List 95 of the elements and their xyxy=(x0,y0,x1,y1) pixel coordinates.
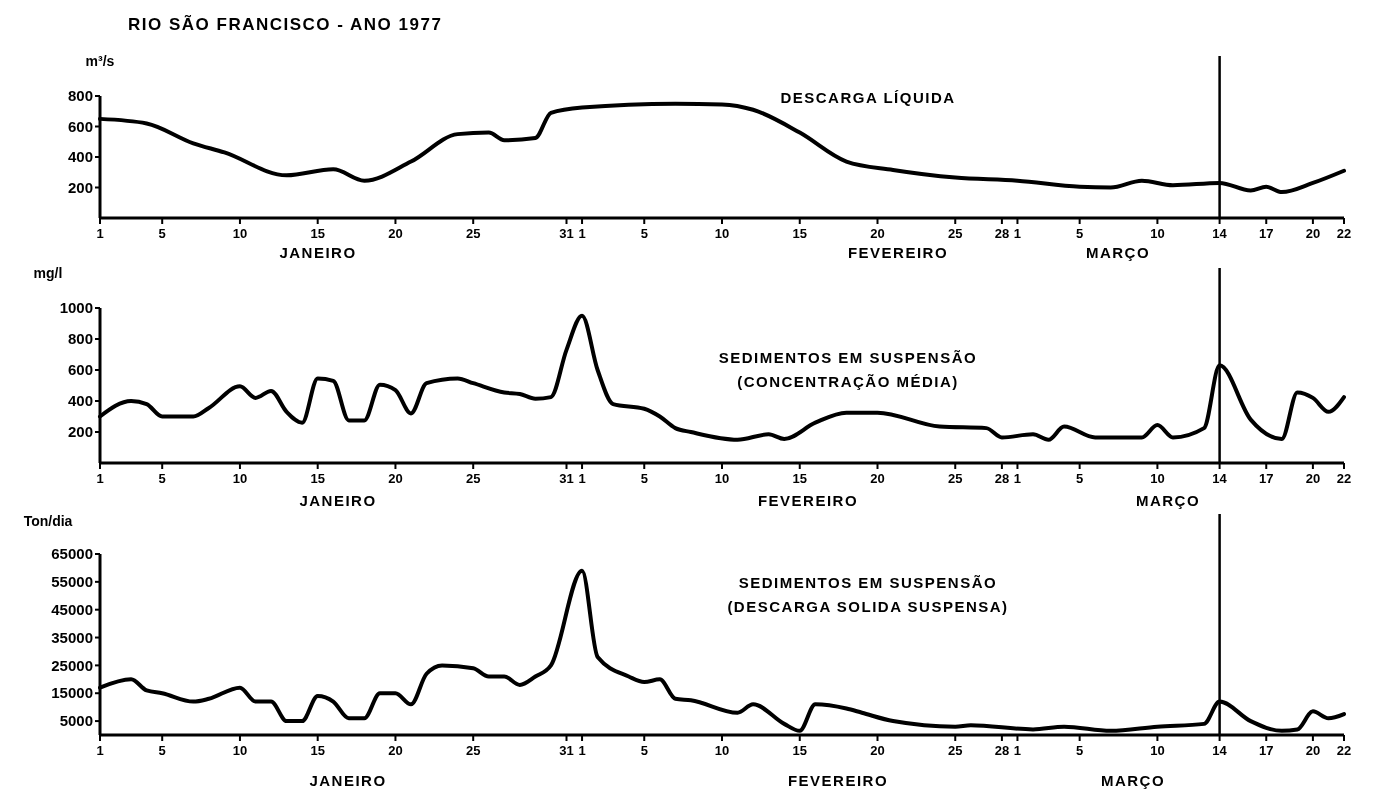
x-tick-label: 1 xyxy=(1013,226,1022,241)
x-tick-label: 20 xyxy=(388,743,403,758)
x-tick-label: 22 xyxy=(1336,471,1352,486)
x-tick-label: 1 xyxy=(96,743,104,758)
y-tick-label: 200 xyxy=(67,178,93,196)
x-tick-label: 14 xyxy=(1212,743,1228,758)
x-tick-label: 1 xyxy=(1013,471,1022,486)
x-tick-label: 1 xyxy=(578,226,586,241)
x-tick-label: 20 xyxy=(870,226,885,241)
text: FEVEREIRO xyxy=(847,244,949,261)
chart-subtitle: DESCARGA LÍQUIDA xyxy=(780,89,956,106)
y-tick-label: 600 xyxy=(67,117,93,135)
x-tick-label: 10 xyxy=(232,743,248,758)
x-tick-label: 20 xyxy=(1305,226,1321,241)
text: MARÇO xyxy=(1135,492,1201,509)
x-tick-label: 17 xyxy=(1259,471,1274,486)
y-tick-label: 45000 xyxy=(51,600,93,618)
text: JANEIRO xyxy=(279,244,357,261)
x-tick-label: 1 xyxy=(96,226,104,241)
x-tick-label: 20 xyxy=(1305,743,1321,758)
x-tick-label: 17 xyxy=(1259,743,1274,758)
x-tick-label: 1 xyxy=(578,471,586,486)
y-tick-label: 35000 xyxy=(51,628,93,646)
x-tick-label: 10 xyxy=(714,471,730,486)
y-tick-label: 600 xyxy=(67,361,93,379)
x-tick-label: 5 xyxy=(640,226,648,241)
x-tick-label: 15 xyxy=(310,226,325,241)
x-tick-label: 31 xyxy=(559,226,574,241)
x-tick-label: 1 xyxy=(1013,743,1022,758)
x-tick-label: 5 xyxy=(640,471,648,486)
y-tick-label: 800 xyxy=(67,330,93,348)
x-tick-label: 10 xyxy=(232,471,248,486)
x-tick-label: 25 xyxy=(948,471,963,486)
x-tick-label: 15 xyxy=(310,743,325,758)
x-tick-label: 15 xyxy=(310,471,325,486)
y-tick-label: 400 xyxy=(67,148,93,166)
text: MARÇO xyxy=(1085,244,1151,261)
x-tick-label: 10 xyxy=(1150,226,1165,241)
x-tick-label: 5 xyxy=(158,226,166,241)
x-tick-label: 10 xyxy=(232,226,248,241)
x-tick-label: 10 xyxy=(1150,743,1165,758)
y-tick-label: 25000 xyxy=(51,656,93,674)
chart-title: RIO SÃO FRANCISCO - ANO 1977 xyxy=(128,14,443,34)
x-tick-label: 5 xyxy=(1076,226,1084,241)
x-tick-label: 20 xyxy=(870,471,885,486)
text: FEVEREIRO xyxy=(787,772,889,789)
x-tick-label: 20 xyxy=(388,471,403,486)
x-tick-label: 17 xyxy=(1259,226,1274,241)
x-tick-label: 10 xyxy=(1150,471,1165,486)
x-tick-label: 14 xyxy=(1212,471,1228,486)
x-tick-label: 31 xyxy=(559,743,574,758)
x-tick-label: 15 xyxy=(792,226,807,241)
x-tick-label: 5 xyxy=(158,743,166,758)
y-tick-label: 55000 xyxy=(51,573,93,591)
x-tick-label: 1 xyxy=(578,743,586,758)
x-tick-label: 5 xyxy=(640,743,648,758)
text: MARÇO xyxy=(1100,772,1166,789)
x-tick-label: 5 xyxy=(1076,471,1084,486)
x-tick-label: 14 xyxy=(1212,226,1228,241)
x-tick-label: 25 xyxy=(948,226,963,241)
y-tick-label: 15000 xyxy=(51,684,93,702)
x-tick-label: 25 xyxy=(465,226,481,241)
x-tick-label: 20 xyxy=(388,226,403,241)
x-tick-label: 20 xyxy=(870,743,885,758)
text: SEDIMENTOS EM SUSPENSÃO (CONCENTRAÇÃO MÉDIA) xyxy=(718,349,978,390)
x-tick-label: 1 xyxy=(96,471,104,486)
y-axis-title: mg/l xyxy=(33,265,63,281)
x-tick-label: 5 xyxy=(1076,743,1084,758)
y-axis-title: m³/s xyxy=(85,53,115,69)
text: FEVEREIRO xyxy=(757,492,859,509)
y-tick-label: 400 xyxy=(67,392,93,410)
x-tick-label: 10 xyxy=(714,226,730,241)
y-tick-label: 200 xyxy=(67,423,93,441)
x-tick-label: 28 xyxy=(994,743,1010,758)
x-tick-label: 25 xyxy=(465,743,481,758)
x-tick-label: 10 xyxy=(714,743,730,758)
x-tick-label: 22 xyxy=(1336,743,1352,758)
y-tick-label: 65000 xyxy=(51,545,93,563)
x-tick-label: 15 xyxy=(792,743,807,758)
x-tick-label: 15 xyxy=(792,471,807,486)
x-tick-label: 20 xyxy=(1305,471,1321,486)
x-tick-label: 5 xyxy=(158,471,166,486)
text: JANEIRO xyxy=(309,772,387,789)
x-tick-label: 22 xyxy=(1336,226,1352,241)
y-axis-title: Ton/dia xyxy=(23,513,73,529)
x-tick-label: 28 xyxy=(994,471,1010,486)
x-tick-label: 28 xyxy=(994,226,1010,241)
y-tick-label: 5000 xyxy=(59,712,93,730)
x-tick-label: 25 xyxy=(465,471,481,486)
y-tick-label: 800 xyxy=(67,87,93,105)
y-tick-label: 1000 xyxy=(59,299,93,317)
text: JANEIRO xyxy=(299,492,377,509)
x-tick-label: 25 xyxy=(948,743,963,758)
x-tick-label: 31 xyxy=(559,471,574,486)
text: SEDIMENTOS EM SUSPENSÃO (DESCARGA SOLIDA SUSPENSA) xyxy=(727,574,1009,615)
